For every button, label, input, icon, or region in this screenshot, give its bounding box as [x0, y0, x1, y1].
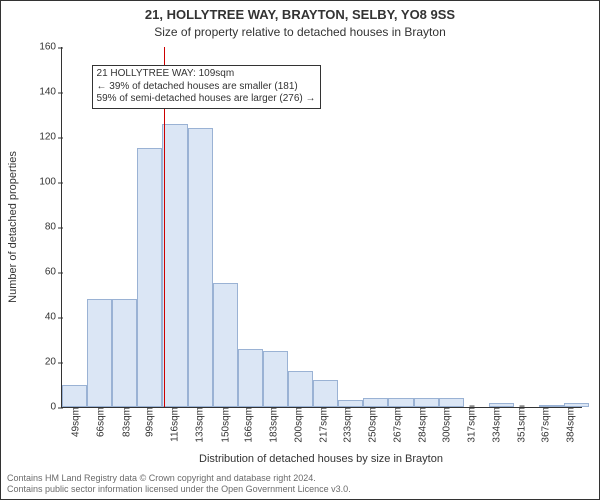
x-tick: 49sqm [69, 407, 82, 437]
y-tick: 80 [26, 222, 62, 233]
histogram-bar [313, 380, 338, 407]
histogram-bar [238, 349, 263, 408]
annotation-line: 59% of semi-detached houses are larger (… [97, 93, 316, 106]
x-axis-label: Distribution of detached houses by size … [61, 453, 581, 465]
annotation-line: 21 HOLLYTREE WAY: 109sqm [97, 68, 316, 81]
histogram-bar [162, 124, 187, 408]
x-tick: 200sqm [292, 407, 305, 443]
histogram-bar [137, 148, 162, 407]
histogram-bar [414, 398, 439, 407]
histogram-bar [388, 398, 413, 407]
x-tick: 83sqm [119, 407, 132, 437]
y-tick: 100 [26, 177, 62, 188]
histogram-bar [539, 405, 564, 407]
y-tick: 0 [26, 402, 62, 413]
y-tick: 40 [26, 312, 62, 323]
x-tick: 99sqm [143, 407, 156, 437]
footer-attribution: Contains HM Land Registry data © Crown c… [7, 473, 593, 495]
histogram-bar [288, 371, 313, 407]
x-tick: 334sqm [490, 407, 503, 443]
histogram-bar [489, 403, 514, 408]
x-tick: 183sqm [267, 407, 280, 443]
x-tick: 250sqm [366, 407, 379, 443]
y-tick: 20 [26, 357, 62, 368]
annotation-line: ← 39% of detached houses are smaller (18… [97, 81, 316, 94]
histogram-bar [263, 351, 288, 407]
y-tick: 160 [26, 42, 62, 53]
x-tick: 166sqm [242, 407, 255, 443]
x-tick: 66sqm [94, 407, 107, 437]
y-tick: 120 [26, 132, 62, 143]
x-tick: 267sqm [391, 407, 404, 443]
x-tick: 217sqm [317, 407, 330, 443]
x-tick: 317sqm [465, 407, 478, 443]
histogram-bar [112, 299, 137, 407]
histogram-bar [564, 403, 589, 408]
plot-area: 02040608010012014016049sqm66sqm83sqm99sq… [61, 47, 582, 408]
histogram-bar [62, 385, 87, 408]
footer-line-1: Contains HM Land Registry data © Crown c… [7, 473, 593, 484]
footer-line-2: Contains public sector information licen… [7, 484, 593, 495]
histogram-bar [188, 128, 213, 407]
chart-title-sub: Size of property relative to detached ho… [1, 25, 599, 39]
histogram-bar [338, 400, 363, 407]
chart-title-main: 21, HOLLYTREE WAY, BRAYTON, SELBY, YO8 9… [1, 7, 599, 22]
x-tick: 284sqm [416, 407, 429, 443]
x-tick: 300sqm [440, 407, 453, 443]
histogram-bar [439, 398, 464, 407]
histogram-bar [87, 299, 112, 407]
x-tick: 150sqm [218, 407, 231, 443]
chart-container: 21, HOLLYTREE WAY, BRAYTON, SELBY, YO8 9… [0, 0, 600, 500]
histogram-bar [363, 398, 388, 407]
y-tick: 60 [26, 267, 62, 278]
x-tick: 367sqm [539, 407, 552, 443]
x-tick: 116sqm [168, 407, 181, 442]
y-tick: 140 [26, 87, 62, 98]
x-tick: 233sqm [341, 407, 354, 443]
annotation-box: 21 HOLLYTREE WAY: 109sqm← 39% of detache… [92, 65, 321, 109]
histogram-bar [213, 283, 238, 407]
x-tick: 384sqm [564, 407, 577, 443]
x-tick: 351sqm [515, 407, 528, 443]
y-axis-label: Number of detached properties [7, 47, 23, 407]
x-tick: 133sqm [193, 407, 206, 443]
